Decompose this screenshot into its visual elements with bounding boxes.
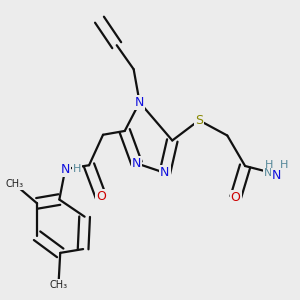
Text: H: H [61, 164, 70, 174]
Text: O: O [96, 190, 106, 203]
Text: CH3: CH3 [48, 280, 69, 290]
Text: S: S [195, 114, 203, 127]
Text: NH: NH [263, 168, 280, 178]
Text: H: H [73, 164, 81, 174]
Text: N: N [272, 169, 281, 182]
Text: H: H [265, 160, 273, 170]
Text: CH₃: CH₃ [50, 280, 68, 290]
Text: N: N [135, 96, 144, 109]
Text: CH₃: CH₃ [6, 179, 24, 189]
Text: CH3: CH3 [4, 179, 25, 189]
Text: N: N [61, 163, 70, 176]
Text: O: O [231, 191, 241, 204]
Text: H: H [280, 160, 288, 170]
Text: N: N [132, 157, 141, 170]
Text: N: N [160, 167, 170, 179]
